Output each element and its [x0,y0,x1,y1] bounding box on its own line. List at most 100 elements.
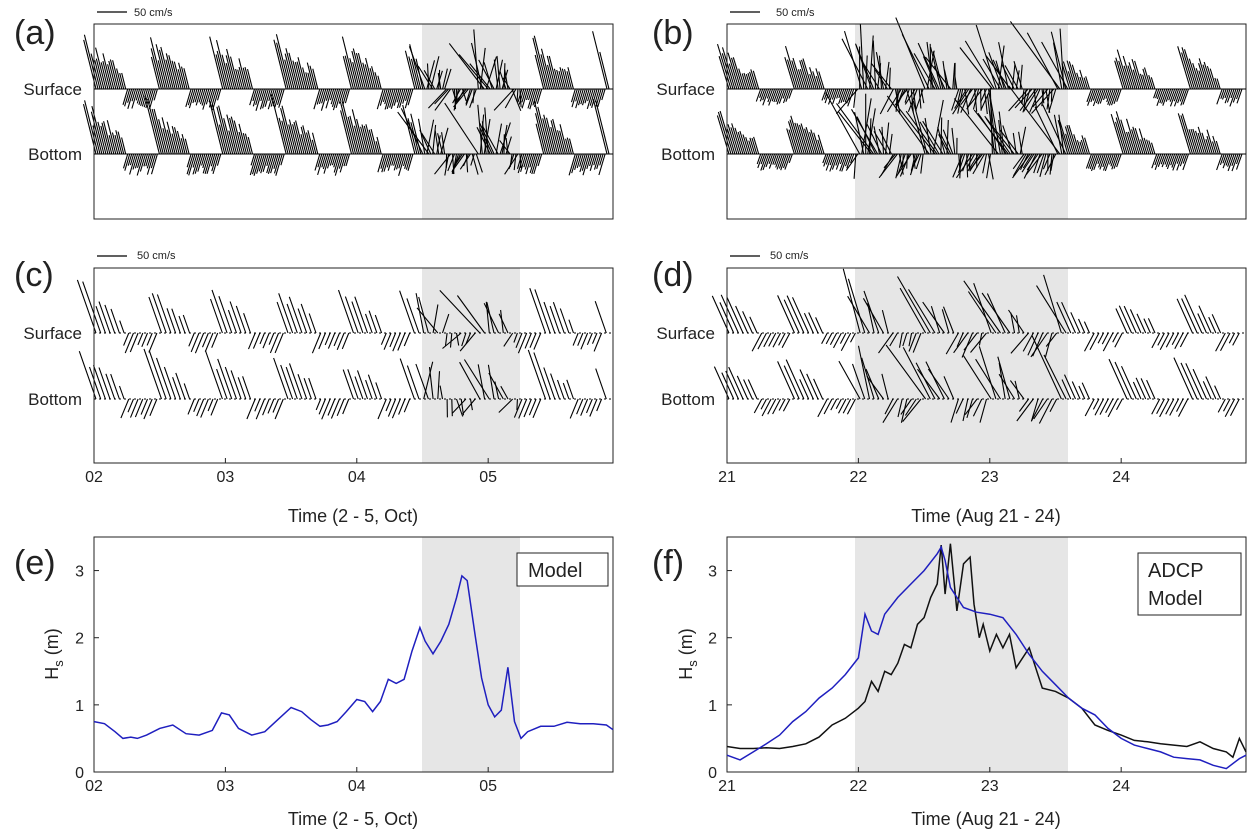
stick-vector [477,364,486,400]
stick-vector [475,153,483,173]
stick-vector [1157,332,1165,346]
stick-vector [255,88,261,106]
stick-vector [1143,137,1150,155]
stick-vector [1194,130,1203,155]
stick-vector [941,309,950,334]
scale-label: 50 cm/s [137,250,176,262]
stick-vector [300,303,312,334]
x-tick-label: 02 [85,469,103,486]
stick-vector [831,153,839,170]
stick-vector [955,398,964,414]
stick-vector [873,126,881,155]
legend-model: Model [528,560,582,582]
stick-vector [784,153,791,170]
stick-vector [1010,332,1030,354]
stick-vector [532,398,542,419]
stick-vector [1023,88,1039,112]
x-tick-label: 03 [216,778,234,795]
panel-label: (a) [14,14,56,52]
stick-vector [1057,119,1069,155]
stick-vector [592,99,608,155]
stick-vector [1235,153,1241,165]
stick-vector [884,61,890,90]
stick-vector [148,88,156,110]
stick-vector [357,52,368,90]
stick-vector [205,88,212,105]
stick-vector [1061,301,1077,334]
stick-vector [364,64,372,90]
stick-vector [836,103,875,155]
stick-vector [499,70,507,90]
stick-vector [303,378,312,400]
stick-vector [461,332,467,347]
stick-vector [341,36,357,90]
stick-vector [959,47,993,90]
stick-vector [515,332,523,349]
stick-vector [756,153,762,165]
stick-vector [1215,332,1226,352]
stick-vector [363,125,372,155]
stick-vector [233,120,244,155]
stick-vector [344,55,355,90]
stick-vector [599,153,604,166]
stick-vector [540,48,553,90]
stick-vector [1179,332,1189,348]
stick-vector [768,88,776,106]
stick-vector [1230,398,1240,416]
stick-vector [356,370,369,400]
stick-vector [158,49,170,90]
surface-label: Surface [656,80,715,99]
stick-vector [201,332,209,348]
stick-vector [529,153,535,168]
stick-vector [942,306,955,334]
stick-vector [428,367,434,400]
stick-vector [1079,76,1085,90]
stick-vector [267,88,275,110]
stick-vector [529,153,537,174]
stick-vector [912,153,916,169]
stick-vector [1036,153,1045,174]
stick-vector [1114,332,1123,348]
stick-vector [1041,88,1045,107]
stick-vector [136,153,143,168]
stick-vector [329,88,335,101]
stick-vector [416,307,439,334]
stick-vector [550,373,561,400]
stick-vector [305,132,313,155]
stick-vector [365,379,373,400]
y-axis-label: Hs (m) [676,628,700,679]
stick-vector [459,153,471,170]
stick-vector [1180,115,1194,155]
stick-vector [252,88,259,107]
stick-vector [886,88,902,113]
stick-vector [1203,61,1213,90]
stick-vector [276,301,289,334]
stick-vector [335,88,343,109]
stick-vector [1165,88,1172,102]
stick-vector [123,332,130,346]
stick-vector [1168,88,1174,101]
stick-vector [717,111,732,155]
stick-vector [307,130,315,155]
stick-vector [449,332,453,348]
stick-vector [242,376,252,400]
shaded-region [422,24,520,219]
stick-vector [321,398,331,420]
stick-vector [789,119,801,155]
stick-vector [216,153,222,166]
stick-vector [221,54,232,90]
stick-vector [410,58,420,90]
stick-vector [155,44,168,90]
stick-vector [822,153,827,164]
stick-vector [895,153,912,177]
stick-vector [484,107,489,155]
stick-vector [817,398,828,418]
y-axis-label-main: H [676,667,696,680]
stick-vector [772,332,781,348]
stick-vector [1181,113,1196,155]
stick-vector [493,88,515,111]
stick-vector [825,92,861,155]
stick-vector [393,153,400,171]
stick-vector [452,88,461,104]
stick-vector [139,153,147,172]
